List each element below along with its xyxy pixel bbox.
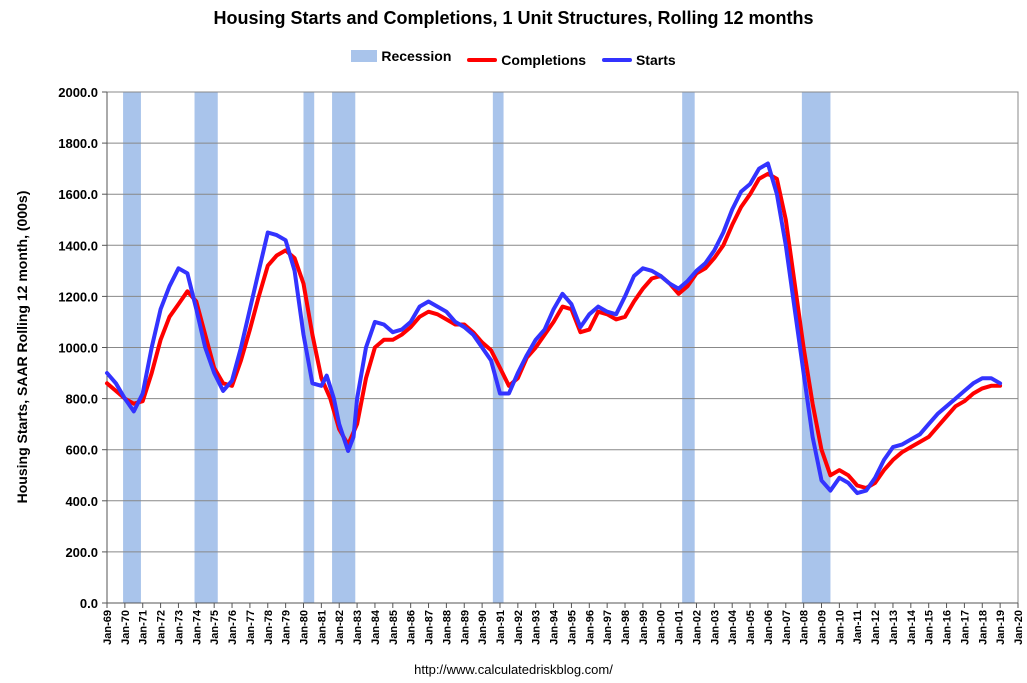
x-tick-label: Jan-76: [227, 610, 239, 645]
x-tick-label: Jan-09: [817, 610, 829, 645]
x-tick-label: Jan-10: [834, 610, 846, 645]
x-tick-label: Jan-77: [245, 610, 257, 645]
x-tick-label: Jan-89: [459, 610, 471, 645]
x-tick-label: Jan-96: [584, 610, 596, 645]
x-tick-label: Jan-20: [1013, 610, 1025, 645]
x-tick-label: Jan-85: [388, 610, 400, 645]
x-tick-label: Jan-92: [513, 610, 525, 645]
x-tick-label: Jan-75: [209, 610, 221, 645]
x-tick-label: Jan-04: [727, 609, 739, 645]
x-tick-label: Jan-72: [156, 610, 168, 645]
source-url: http://www.calculatedriskblog.com/: [414, 662, 613, 677]
x-tick-label: Jan-19: [995, 610, 1007, 645]
series-line-starts: [105, 161, 1003, 496]
legend-recession: Recession: [351, 48, 451, 64]
x-tick-label: Jan-97: [602, 610, 614, 645]
x-tick-label: Jan-17: [959, 610, 971, 645]
x-tick-label: Jan-80: [298, 610, 310, 645]
y-tick-label: 1200.0: [58, 289, 98, 304]
x-tick-label: Jan-88: [441, 610, 453, 645]
x-tick-label: Jan-91: [495, 610, 507, 645]
legend-starts: Starts: [601, 52, 676, 68]
series-line-completions: [105, 171, 1003, 490]
legend-completions: Completions: [467, 52, 586, 68]
x-tick-label: Jan-78: [263, 610, 275, 645]
recession-swatch: [351, 50, 378, 62]
x-tick-label: Jan-79: [281, 610, 293, 645]
legend-completions-label: Completions: [501, 52, 587, 68]
x-tick-label: Jan-11: [852, 610, 864, 644]
x-tick-label: Jan-87: [424, 610, 436, 645]
x-tick-label: Jan-05: [745, 610, 757, 645]
x-tick-label: Jan-94: [549, 609, 561, 645]
y-tick-label: 1000.0: [58, 341, 98, 356]
x-tick-label: Jan-73: [173, 610, 185, 645]
x-tick-label: Jan-03: [709, 610, 721, 645]
x-tick-label: Jan-08: [799, 610, 811, 645]
legend-recession-label: Recession: [381, 48, 452, 64]
x-tick-label: Jan-06: [763, 610, 775, 645]
x-tick-label: Jan-93: [531, 610, 543, 645]
x-tick-label: Jan-90: [477, 610, 489, 645]
x-tick-label: Jan-13: [888, 610, 900, 645]
y-tick-label: 600.0: [65, 443, 98, 458]
x-tick-label: Jan-12: [870, 610, 882, 645]
x-tick-label: Jan-81: [316, 610, 328, 645]
legend-starts-label: Starts: [635, 52, 676, 68]
x-tick-label: Jan-15: [924, 610, 936, 645]
x-tick-label: Jan-00: [656, 610, 668, 645]
x-tick-label: Jan-16: [942, 610, 954, 645]
x-tick-label: Jan-74: [191, 609, 203, 645]
x-tick-label: Jan-95: [566, 610, 578, 645]
completions-swatch: [467, 58, 498, 62]
starts-swatch: [601, 58, 632, 62]
x-tick-label: Jan-18: [977, 610, 989, 645]
x-tick-label: Jan-71: [138, 610, 150, 645]
x-tick-label: Jan-01: [674, 610, 686, 645]
x-tick-label: Jan-14: [906, 609, 918, 645]
y-tick-label: 2000.0: [58, 85, 98, 100]
x-tick-label: Jan-99: [638, 610, 650, 645]
x-tick-label: Jan-83: [352, 610, 364, 645]
x-tick-label: Jan-98: [620, 610, 632, 645]
y-tick-label: 1600.0: [58, 187, 98, 202]
y-tick-label: 0.0: [80, 596, 98, 611]
x-tick-label: Jan-84: [370, 609, 382, 645]
chart-title: Housing Starts and Completions, 1 Unit S…: [213, 8, 814, 28]
x-tick-label: Jan-69: [102, 610, 114, 645]
x-tick-label: Jan-86: [406, 610, 418, 645]
x-tick-label: Jan-07: [781, 610, 793, 645]
x-tick-label: Jan-70: [120, 610, 132, 645]
y-tick-label: 400.0: [65, 494, 98, 509]
y-tick-label: 1400.0: [58, 238, 98, 253]
y-tick-label: 800.0: [65, 392, 98, 407]
y-tick-label: 200.0: [65, 545, 98, 560]
x-tick-label: Jan-82: [334, 610, 346, 645]
x-tick-label: Jan-02: [691, 610, 703, 645]
y-tick-label: 1800.0: [58, 136, 98, 151]
legend: Recession Completions Starts: [0, 48, 1027, 68]
